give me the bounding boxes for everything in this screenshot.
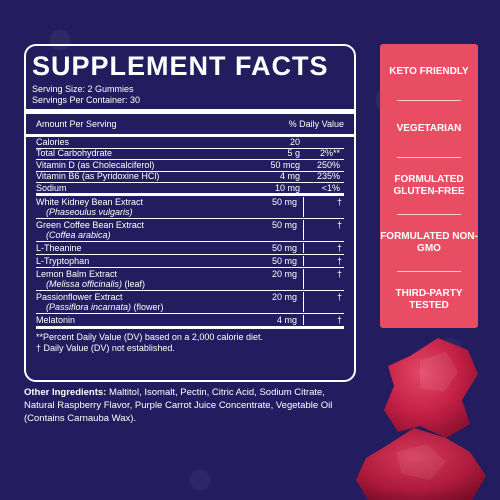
badge-divider bbox=[397, 214, 461, 215]
nutrient-dv: <1% bbox=[321, 182, 340, 193]
ingredient-name: Green Coffee Bean Extract bbox=[36, 220, 144, 230]
daily-value-header: % Daily Value bbox=[288, 119, 344, 129]
gummy-icon bbox=[384, 338, 478, 438]
medium-divider bbox=[26, 134, 354, 137]
nutrient-row: Vitamin B6 (as Pyridoxine HCl) 4 mg 235% bbox=[36, 171, 344, 183]
ingredient-dv: † bbox=[336, 256, 342, 266]
ingredient-amount: 20 mg bbox=[243, 292, 304, 312]
amount-per-serving-header: Amount Per Serving bbox=[36, 119, 117, 129]
ingredient-amount: 50 mg bbox=[243, 256, 304, 266]
servings-per-container: Servings Per Container: 30 bbox=[32, 95, 141, 105]
nutrient-dv: 250% bbox=[316, 159, 340, 170]
nutrient-row: Vitamin D (as Cholecalciferol) 50 mcg 25… bbox=[36, 160, 344, 172]
ingredient-amount: 4 mg bbox=[243, 315, 304, 325]
serving-size: Serving Size: 2 Gummies bbox=[32, 84, 134, 94]
ingredient-name: White Kidney Bean Extract bbox=[36, 197, 144, 207]
nutrient-row: Sodium 10 mg <1% bbox=[36, 183, 344, 196]
nutrient-amount: 4 mg bbox=[279, 171, 300, 182]
badge-divider bbox=[397, 157, 461, 158]
dv-footnote: **Percent Daily Value (DV) based on a 2,… bbox=[36, 332, 263, 342]
nutrient-row: Calories 20 bbox=[36, 137, 344, 149]
badge-non-gmo: FORMULATED NON-GMO bbox=[380, 231, 478, 254]
nutrient-amount: 10 mg bbox=[274, 182, 300, 193]
ingredient-dv: † bbox=[336, 292, 342, 302]
ingredient-dv: † bbox=[336, 269, 342, 279]
footnotes: **Percent Daily Value (DV) based on a 2,… bbox=[32, 329, 348, 354]
nutrient-name: Vitamin D (as Cholecalciferol) bbox=[36, 159, 155, 170]
nutrient-amount: 20 bbox=[289, 136, 300, 147]
badge-divider bbox=[397, 271, 461, 272]
ingredient-row: Lemon Balm Extract (Melissa officinalis)… bbox=[36, 268, 344, 291]
dagger-footnote: † Daily Value (DV) not established. bbox=[36, 343, 175, 353]
column-header-row: Amount Per Serving % Daily Value bbox=[32, 114, 348, 134]
supplement-facts-panel: SUPPLEMENT FACTS Serving Size: 2 Gummies… bbox=[24, 44, 356, 382]
nutrient-dv: 235% bbox=[316, 171, 340, 182]
ingredient-name: L-Theanine bbox=[36, 243, 82, 253]
badge-third-party-tested: THIRD-PARTY TESTED bbox=[395, 288, 463, 311]
ingredient-row: L-Tryptophan 50 mg † bbox=[36, 255, 344, 268]
other-ingredients-text: Maltitol, Isomalt, Pectin, Citric Acid, … bbox=[24, 387, 333, 424]
nutrient-name: Sodium bbox=[36, 182, 67, 193]
ingredient-row: Melatonin 4 mg † bbox=[36, 314, 344, 329]
panel-title: SUPPLEMENT FACTS bbox=[32, 51, 329, 81]
ingredient-rows: White Kidney Bean Extract (Phaseoulus vu… bbox=[32, 196, 348, 329]
ingredient-part: (flower) bbox=[131, 302, 164, 312]
ingredient-dv: † bbox=[336, 220, 342, 230]
ingredient-name: L-Tryptophan bbox=[36, 256, 90, 266]
badge-gluten-free: FORMULATED GLUTEN-FREE bbox=[393, 174, 465, 197]
nutrient-dv: 2%** bbox=[319, 148, 340, 159]
ingredient-row: Passionflower Extract (Passiflora incarn… bbox=[36, 291, 344, 314]
nutrient-name: Calories bbox=[36, 136, 70, 147]
ingredient-part: (leaf) bbox=[122, 279, 146, 289]
ingredient-botanical: (Passiflora incarnata) bbox=[46, 302, 132, 312]
nutrient-row: Total Carbohydrate 5 g 2%** bbox=[36, 148, 344, 160]
nutrient-name: Total Carbohydrate bbox=[36, 148, 113, 159]
ingredient-amount: 50 mg bbox=[243, 243, 304, 253]
thick-divider bbox=[26, 109, 354, 114]
ingredient-dv: † bbox=[336, 315, 342, 325]
ingredient-row: White Kidney Bean Extract (Phaseoulus vu… bbox=[36, 196, 344, 219]
nutrient-rows: Calories 20 Total Carbohydrate 5 g 2%** … bbox=[32, 137, 348, 196]
ingredient-dv: † bbox=[336, 197, 342, 207]
badge-vegetarian: VEGETARIAN bbox=[396, 123, 462, 134]
badge-keto-friendly: KETO FRIENDLY bbox=[389, 66, 469, 77]
ingredient-name: Lemon Balm Extract bbox=[36, 269, 118, 279]
ingredient-name: Passionflower Extract bbox=[36, 292, 123, 302]
ingredient-botanical: (Melissa officinalis) bbox=[46, 279, 123, 289]
ingredient-name: Melatonin bbox=[36, 315, 76, 325]
ingredient-row: L-Theanine 50 mg † bbox=[36, 242, 344, 255]
ingredient-amount: 50 mg bbox=[243, 220, 304, 240]
ingredient-dv: † bbox=[336, 243, 342, 253]
other-ingredients: Other Ingredients: Maltitol, Isomalt, Pe… bbox=[24, 386, 354, 425]
nutrient-name: Vitamin B6 (as Pyridoxine HCl) bbox=[36, 171, 160, 182]
other-ingredients-label: Other Ingredients: bbox=[24, 387, 107, 398]
badge-divider bbox=[397, 100, 461, 101]
ingredient-botanical: (Coffea arabica) bbox=[46, 230, 111, 240]
nutrient-amount: 50 mcg bbox=[270, 159, 300, 170]
gummy-icon bbox=[356, 428, 486, 500]
nutrient-amount: 5 g bbox=[287, 148, 300, 159]
ingredient-row: Green Coffee Bean Extract (Coffea arabic… bbox=[36, 219, 344, 242]
ingredient-botanical: (Phaseoulus vulgaris) bbox=[46, 207, 133, 217]
claims-badge-column: KETO FRIENDLY VEGETARIAN FORMULATED GLUT… bbox=[380, 44, 478, 328]
ingredient-amount: 50 mg bbox=[243, 197, 304, 217]
ingredient-amount: 20 mg bbox=[243, 269, 304, 289]
